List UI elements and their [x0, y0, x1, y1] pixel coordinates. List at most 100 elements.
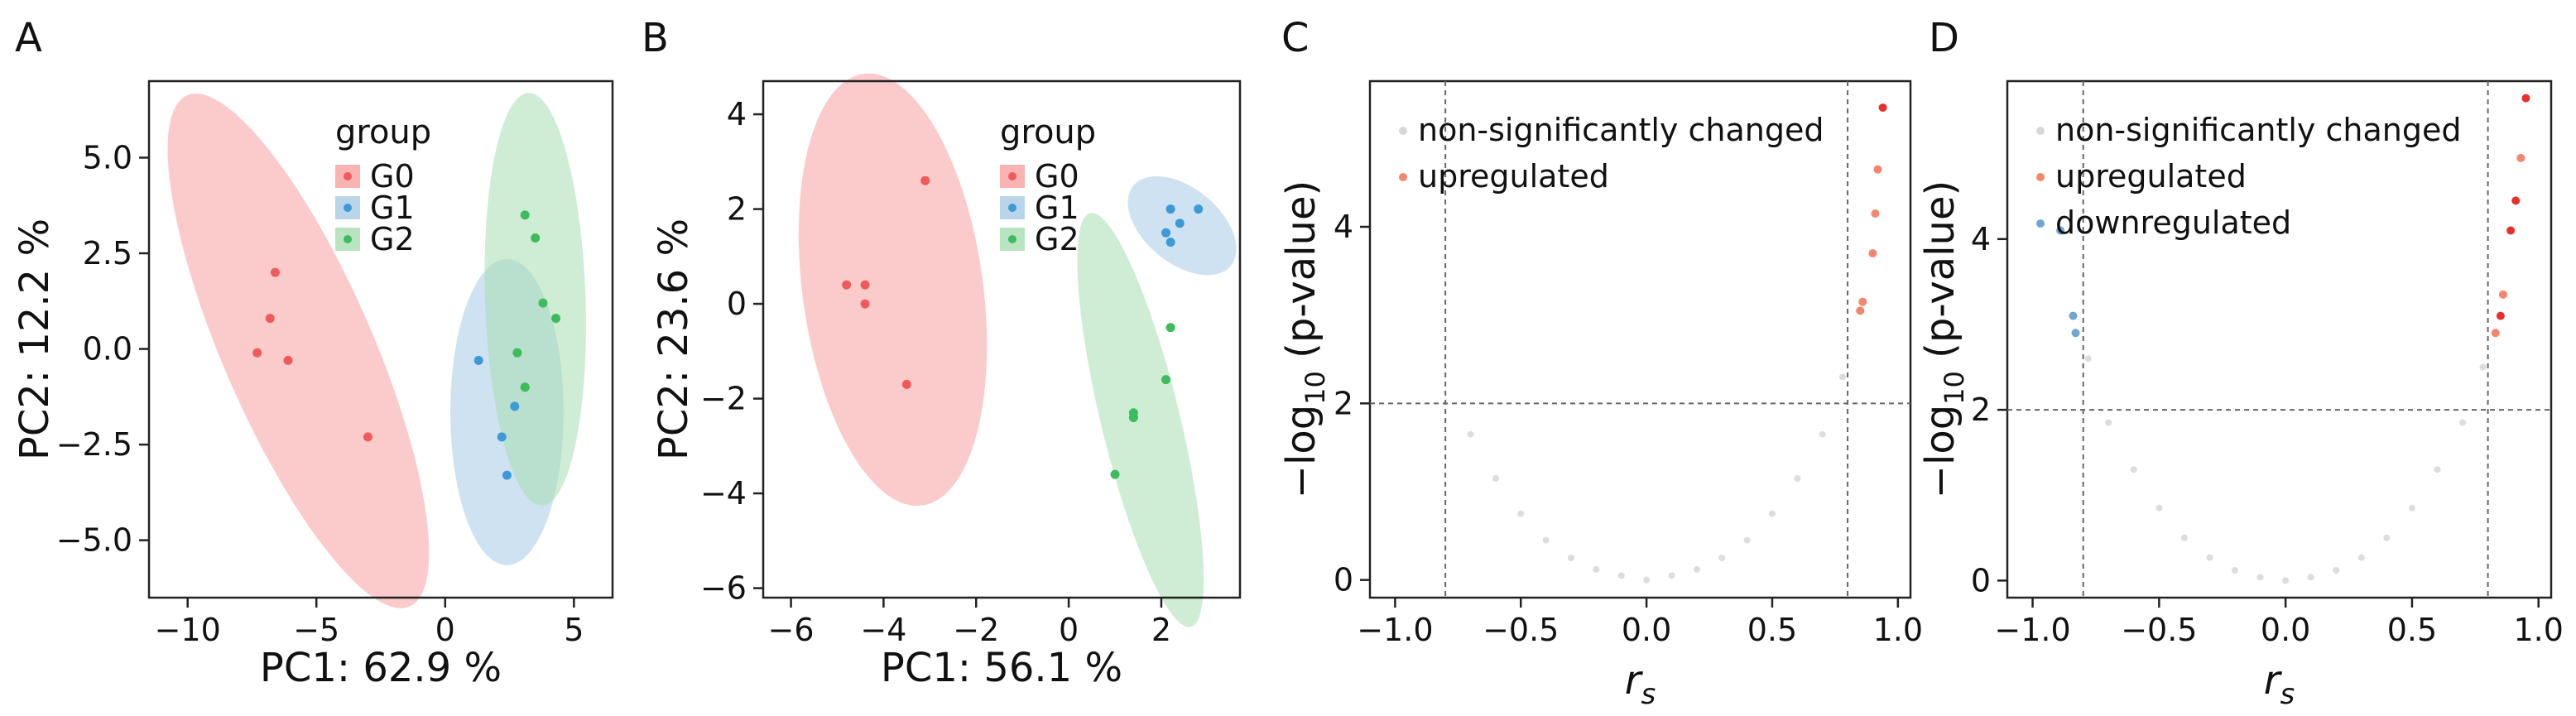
y-axis-title-c: −log10 (p-value) — [1278, 180, 1331, 498]
legend-label-a-1: G1 — [370, 190, 415, 226]
data-point-b-g0-4 — [901, 379, 911, 389]
x-tick-label-c-3: 0.5 — [1747, 612, 1797, 648]
data-point-c-non-significantly-changed-9 — [1693, 565, 1700, 573]
data-point-c-non-significantly-changed-1 — [1492, 475, 1499, 482]
y-tick-label-a-0: −5.0 — [56, 522, 132, 559]
y-tick-label-a-3: 2.5 — [83, 235, 132, 272]
y-tick-label-b-2: −2 — [700, 381, 747, 417]
data-point-b-g2-0 — [1165, 323, 1175, 333]
data-point-c-non-significantly-changed-13 — [1794, 475, 1801, 482]
panel-a-pca-plot: −10 −5 0 5 −5.0 −2.5 0.0 2.5 5.0 PC1: 62.9 % PC2: … — [12, 79, 614, 691]
x-tick-label-b-0: −6 — [768, 612, 815, 648]
legend-label-a-0: G0 — [370, 158, 415, 195]
y-tick-label-b-3: 0 — [727, 286, 747, 322]
x-tick-label-d-3: 0.5 — [2387, 612, 2437, 648]
panel-label-c: C — [1281, 15, 1310, 61]
data-point-b-g0-0 — [920, 175, 930, 185]
y-axis-title-part-d-0: −log — [1917, 405, 1963, 498]
x-tick-label-c-0: −1.0 — [1357, 612, 1433, 648]
y-tick-label-b-1: −4 — [700, 475, 747, 512]
data-point-d-non-significantly-changed-15 — [2459, 419, 2467, 426]
legend-label-b-2: G2 — [1035, 221, 1079, 257]
data-point-d-downregulated-1 — [2069, 311, 2078, 320]
y-tick-label-d-1: 2 — [1971, 392, 1991, 428]
legend-marker-a-0 — [344, 172, 352, 180]
data-point-c-non-significantly-changed-11 — [1743, 536, 1751, 544]
data-point-d-non-significantly-changed-7 — [2256, 574, 2264, 581]
x-tick-label-a-3: 5 — [564, 612, 584, 648]
data-point-c-non-significantly-changed-14 — [1819, 430, 1826, 438]
data-point-b-g2-3 — [1128, 412, 1138, 422]
x-axis-title-subscript-c: s — [1641, 678, 1656, 711]
legend-marker-b-2 — [1008, 235, 1016, 243]
panel-label-d: D — [1929, 15, 1959, 61]
y-axis-title-b: PC2: 23.6 % — [651, 219, 697, 460]
confidence-ellipse-b-g0 — [798, 73, 988, 506]
legend-label-a-2: G2 — [370, 221, 415, 257]
y-tick-label-c-1: 2 — [1334, 385, 1353, 421]
data-point-c-upregulated-0 — [1878, 103, 1887, 112]
data-point-b-g0-1 — [842, 280, 852, 290]
y-tick-label-b-0: −6 — [700, 570, 747, 607]
x-tick-label-b-1: −4 — [860, 612, 906, 648]
data-point-a-g1-0 — [473, 355, 483, 365]
x-tick-label-d-0: −1.0 — [1994, 612, 2070, 648]
data-point-b-g2-4 — [1110, 469, 1120, 479]
data-point-d-upregulated-4 — [2498, 290, 2507, 299]
y-tick-label-b-5: 4 — [727, 96, 747, 132]
x-tick-label-c-4: 1.0 — [1873, 612, 1923, 648]
legend-marker-d-2 — [2036, 219, 2045, 228]
data-point-b-g2-1 — [1161, 375, 1171, 385]
data-point-c-non-significantly-changed-4 — [1567, 555, 1574, 561]
data-point-c-upregulated-4 — [1858, 297, 1867, 306]
x-axis-title-symbol-c: r — [1625, 657, 1644, 704]
data-point-d-upregulated-3 — [2506, 226, 2516, 235]
legend-marker-d-1 — [2036, 173, 2045, 181]
x-tick-label-c-1: −0.5 — [1483, 612, 1559, 648]
legend-marker-b-1 — [1008, 204, 1016, 212]
data-point-d-upregulated-5 — [2496, 311, 2505, 320]
legend-label-d-2: downregulated — [2055, 204, 2291, 241]
legend-title-a: group — [335, 113, 431, 151]
data-point-d-non-significantly-changed-12 — [2383, 534, 2391, 541]
data-point-d-non-significantly-changed-9 — [2307, 574, 2314, 581]
data-point-b-g1-3 — [1161, 228, 1171, 238]
data-point-b-g1-1 — [1165, 204, 1175, 214]
y-axis-title-a: PC2: 12.2 % — [12, 219, 58, 460]
x-tick-label-a-1: −5 — [293, 612, 339, 648]
data-point-d-non-significantly-changed-14 — [2434, 466, 2441, 473]
data-point-c-non-significantly-changed-5 — [1593, 565, 1600, 573]
legend-label-b-0: G0 — [1035, 158, 1079, 195]
legend-title-b: group — [1000, 113, 1096, 151]
data-point-c-upregulated-1 — [1873, 165, 1882, 174]
plot-frame-c — [1368, 79, 1912, 599]
x-axis-title-a: PC1: 62.9 % — [260, 645, 502, 691]
x-axis-title-d: rs — [2264, 657, 2295, 711]
x-tick-label-d-4: 1.0 — [2514, 612, 2564, 648]
data-point-d-non-significantly-changed-3 — [2155, 504, 2163, 512]
data-point-b-g1-0 — [1194, 204, 1204, 214]
legend-marker-b-0 — [1008, 172, 1016, 180]
data-point-d-non-significantly-changed-5 — [2206, 554, 2213, 561]
x-tick-label-b-3: 0 — [1059, 612, 1079, 648]
data-point-d-downregulated-0 — [2056, 226, 2065, 235]
y-tick-label-c-2: 4 — [1334, 209, 1353, 245]
data-point-c-non-significantly-changed-15 — [1838, 373, 1846, 381]
y-tick-label-a-2: 0.0 — [83, 331, 132, 368]
data-point-c-upregulated-3 — [1868, 249, 1877, 257]
x-tick-label-a-0: −10 — [155, 612, 221, 648]
data-point-d-downregulated-2 — [2071, 329, 2080, 338]
data-point-c-non-significantly-changed-12 — [1768, 510, 1776, 517]
data-point-d-non-significantly-changed-2 — [2130, 466, 2137, 473]
x-tick-label-d-2: 0.0 — [2261, 612, 2310, 648]
data-point-d-upregulated-2 — [2511, 196, 2521, 205]
data-point-c-non-significantly-changed-8 — [1668, 572, 1675, 579]
y-tick-label-d-0: 0 — [1971, 562, 1991, 598]
data-point-a-g2-3 — [551, 314, 561, 324]
plot-frame-a — [147, 79, 614, 599]
x-tick-label-d-1: −0.5 — [2121, 612, 2197, 648]
data-point-a-g2-5 — [520, 382, 530, 392]
legend-label-c-1: upregulated — [1418, 158, 1609, 195]
data-point-d-non-significantly-changed-10 — [2333, 566, 2340, 574]
